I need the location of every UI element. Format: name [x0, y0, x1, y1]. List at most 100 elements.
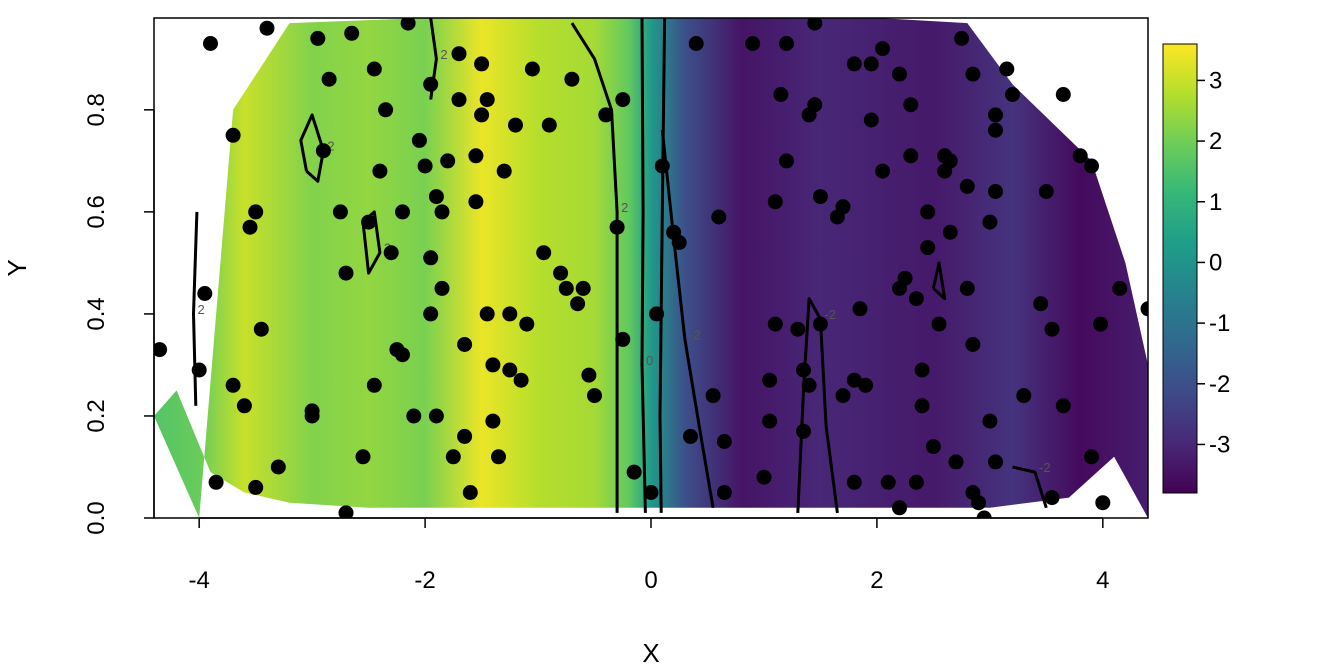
data-point — [304, 403, 320, 419]
data-point — [440, 153, 456, 169]
data-point — [1095, 495, 1111, 511]
data-point — [959, 178, 975, 194]
contour-label: -2 — [1039, 460, 1051, 475]
data-point — [361, 214, 377, 230]
data-point — [892, 500, 907, 516]
data-point — [338, 505, 354, 518]
data-point — [812, 189, 828, 205]
data-point — [1140, 301, 1148, 317]
data-point — [372, 163, 388, 179]
y-tick-label: 0.6 — [83, 195, 110, 228]
data-point — [892, 66, 907, 82]
contour-line — [796, 297, 839, 514]
data-point — [615, 331, 631, 347]
data-point — [875, 163, 891, 179]
data-point — [536, 245, 552, 261]
x-tick-label: 2 — [870, 567, 883, 594]
data-point — [434, 280, 450, 296]
data-point — [711, 209, 727, 225]
data-point — [366, 61, 382, 77]
data-point — [705, 388, 721, 404]
data-point — [395, 347, 410, 363]
colorbar-tick-label: -1 — [1209, 310, 1230, 337]
data-point — [434, 204, 450, 220]
data-point — [959, 280, 975, 296]
data-point — [643, 485, 659, 500]
y-axis-title: Y — [2, 259, 32, 276]
y-tick-label: 0.4 — [83, 297, 110, 330]
data-point — [971, 495, 987, 511]
data-point — [852, 301, 868, 317]
data-point — [716, 485, 732, 500]
colorbar-tick-label: 0 — [1209, 249, 1222, 276]
data-point — [1016, 388, 1032, 404]
data-point — [745, 36, 761, 51]
data-point — [796, 423, 811, 439]
x-tick-label: 0 — [644, 567, 657, 594]
data-point — [846, 474, 862, 490]
data-point — [931, 316, 947, 332]
x-tick-label: -4 — [189, 567, 210, 594]
data-point — [378, 102, 394, 118]
colorbar-tick-label: 3 — [1209, 67, 1222, 94]
data-point — [683, 428, 698, 444]
colorbar-tick-label: -2 — [1209, 371, 1230, 398]
data-point — [954, 30, 970, 46]
data-point — [779, 153, 794, 169]
contour-label: 2 — [440, 47, 447, 62]
data-point — [587, 388, 602, 404]
data-point — [773, 87, 789, 102]
data-point — [767, 194, 783, 210]
data-point — [513, 372, 529, 388]
contour-line — [570, 22, 619, 513]
data-point — [835, 199, 851, 215]
data-point — [423, 76, 439, 92]
data-point — [716, 434, 732, 449]
data-point — [598, 107, 614, 123]
data-point — [310, 30, 326, 46]
data-point — [491, 449, 506, 465]
data-point — [671, 235, 687, 250]
data-point — [767, 316, 783, 332]
data-point — [508, 117, 523, 133]
data-point — [524, 61, 540, 77]
data-point — [920, 240, 936, 256]
data-point — [332, 204, 348, 220]
data-point — [1084, 158, 1099, 174]
colorbar-ticks: 3 2 1 0 -1 -2 -3 — [1197, 67, 1230, 458]
data-point — [417, 158, 433, 174]
data-point — [1038, 184, 1054, 199]
data-point — [1005, 87, 1020, 102]
data-point — [903, 148, 919, 164]
data-point — [457, 428, 473, 444]
data-point — [423, 306, 439, 322]
data-point — [965, 66, 981, 82]
data-point — [338, 265, 354, 281]
data-point — [988, 122, 1003, 138]
data-point — [474, 107, 490, 123]
data-point — [897, 270, 913, 286]
data-point — [756, 469, 772, 485]
data-point — [428, 189, 444, 205]
data-point — [807, 18, 823, 31]
data-point — [451, 46, 467, 62]
contour-label: 0 — [646, 353, 653, 368]
data-point — [688, 36, 704, 51]
contour-label: -2 — [689, 327, 701, 342]
data-point — [790, 321, 806, 337]
data-point — [880, 474, 896, 490]
data-point — [796, 362, 811, 378]
data-point — [457, 337, 473, 352]
data-point — [615, 92, 631, 108]
x-tick-label: -2 — [414, 567, 435, 594]
data-point — [451, 92, 467, 108]
data-point — [1084, 449, 1099, 465]
data-point — [999, 61, 1015, 77]
data-point — [485, 413, 501, 429]
heatmap-surface — [154, 18, 1148, 518]
data-point — [400, 18, 416, 31]
data-point — [428, 408, 444, 424]
data-point — [541, 117, 557, 133]
data-point — [208, 474, 224, 490]
